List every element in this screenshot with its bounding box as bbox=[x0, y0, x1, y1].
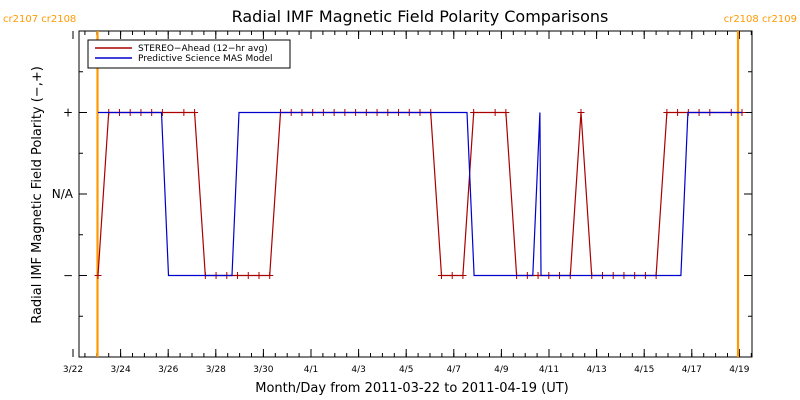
data-point-marker bbox=[191, 109, 199, 116]
x-tick-label: 4/13 bbox=[586, 365, 606, 375]
y-tick-label: N/A bbox=[52, 187, 74, 201]
x-tick-label: 4/7 bbox=[447, 365, 461, 375]
x-tick-label: 4/3 bbox=[351, 365, 365, 375]
x-tick-label: 4/19 bbox=[729, 365, 749, 375]
legend: STEREO−Ahead (12−hr avg)Predictive Scien… bbox=[87, 39, 291, 69]
data-point-marker bbox=[470, 109, 478, 116]
data-point-marker bbox=[459, 272, 467, 279]
y-axis-ticks: − N/A + bbox=[52, 71, 752, 317]
data-point-marker bbox=[437, 272, 445, 279]
y-axis-label: Radial IMF Magnetic Field Polarity (−,+) bbox=[30, 66, 45, 324]
data-point-marker bbox=[663, 109, 671, 116]
x-tick-label: 4/9 bbox=[494, 365, 509, 375]
mas-model-series-line bbox=[98, 111, 742, 277]
x-axis-label: Month/Day from 2011-03-22 to 2011-04-19 … bbox=[255, 381, 568, 396]
x-tick-label: 4/1 bbox=[304, 365, 318, 375]
x-tick-label: 4/11 bbox=[539, 365, 559, 375]
x-tick-label: 3/22 bbox=[63, 365, 83, 375]
data-point-marker bbox=[266, 272, 274, 279]
y-tick-label: + bbox=[63, 106, 73, 120]
carrington-rotation-labels: cr2107 cr2108 cr2108 cr2109 bbox=[3, 14, 797, 25]
x-axis-ticks: 3/22 3/24 3/26 3/28 3/30 4/1 4/3 4/5 4/7 4/9 4/11 4… bbox=[63, 31, 752, 375]
data-point-marker bbox=[255, 272, 263, 279]
series-group bbox=[94, 109, 746, 279]
legend-entry-label: STEREO−Ahead (12−hr avg) bbox=[138, 44, 268, 54]
x-tick-label: 4/15 bbox=[634, 365, 654, 375]
data-point-marker bbox=[180, 109, 188, 116]
carrington-boundary-lines bbox=[96, 31, 740, 357]
data-point-marker bbox=[448, 272, 456, 279]
x-tick-label: 3/24 bbox=[110, 365, 130, 375]
x-tick-label: 4/17 bbox=[682, 365, 702, 375]
stereo-ahead-series-line bbox=[97, 111, 742, 277]
data-point-marker bbox=[674, 109, 682, 116]
data-point-marker bbox=[577, 109, 585, 116]
x-tick-label: 3/28 bbox=[206, 365, 226, 375]
chart-title: Radial IMF Magnetic Field Polarity Compa… bbox=[232, 7, 609, 26]
data-point-marker bbox=[502, 109, 510, 116]
data-point-marker bbox=[234, 272, 242, 279]
x-tick-label: 3/30 bbox=[253, 365, 273, 375]
data-point-marker bbox=[491, 109, 499, 116]
y-tick-label: − bbox=[63, 269, 73, 283]
plot-frame bbox=[78, 30, 753, 358]
data-point-marker bbox=[244, 272, 252, 279]
legend-box bbox=[87, 39, 291, 69]
x-tick-label: 4/5 bbox=[399, 365, 413, 375]
data-point-marker bbox=[534, 272, 542, 279]
x-tick-label: 3/26 bbox=[158, 365, 178, 375]
legend-entry-label: Predictive Science MAS Model bbox=[138, 54, 273, 64]
data-point-marker bbox=[94, 272, 102, 279]
carrington-label: cr2108 cr2109 bbox=[724, 14, 797, 25]
carrington-label: cr2107 cr2108 bbox=[3, 14, 76, 25]
